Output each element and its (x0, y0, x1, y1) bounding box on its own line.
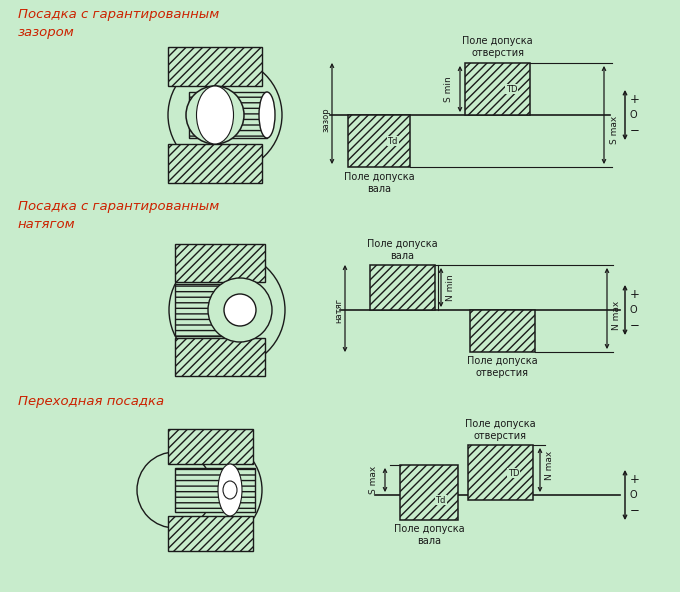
Text: −: − (630, 319, 640, 332)
Circle shape (224, 294, 256, 326)
Text: Посадка с гарантированным: Посадка с гарантированным (18, 8, 219, 21)
Ellipse shape (223, 481, 237, 499)
Text: S max: S max (369, 466, 378, 494)
Circle shape (208, 278, 272, 342)
Bar (465, 63, 530, 115)
Text: N min: N min (446, 274, 455, 301)
Text: натяг: натяг (335, 298, 343, 323)
Ellipse shape (197, 86, 233, 144)
Text: S max: S max (610, 116, 619, 144)
Text: +: + (630, 93, 640, 106)
Bar (175, 338, 265, 376)
Bar (168, 144, 262, 183)
Bar (189, 92, 267, 138)
Text: Посадка с гарантированным: Посадка с гарантированным (18, 200, 219, 213)
Bar (470, 310, 535, 352)
Bar (468, 445, 533, 500)
Text: Поле допуска
отверстия: Поле допуска отверстия (462, 36, 533, 58)
Bar (348, 115, 410, 167)
Circle shape (137, 452, 213, 528)
Text: −: − (630, 124, 640, 137)
Text: O: O (630, 305, 638, 315)
Text: Поле допуска
вала: Поле допуска вала (367, 239, 438, 261)
Text: Td: Td (388, 137, 398, 146)
Text: Поле допуска
отверстия: Поле допуска отверстия (465, 419, 536, 441)
Circle shape (186, 86, 244, 144)
Text: TD: TD (508, 468, 520, 478)
Bar (175, 468, 255, 512)
Text: +: + (630, 473, 640, 486)
Bar (168, 429, 253, 464)
Text: N max: N max (612, 300, 621, 330)
Text: +: + (630, 288, 640, 301)
Bar (370, 265, 435, 310)
Bar (400, 465, 458, 520)
Bar (168, 47, 262, 86)
Text: Поле допуска
вала: Поле допуска вала (343, 172, 414, 194)
Text: натягом: натягом (18, 218, 75, 231)
Text: O: O (630, 110, 638, 120)
Text: зазор: зазор (322, 108, 330, 133)
Text: O: O (630, 490, 638, 500)
Text: Переходная посадка: Переходная посадка (18, 395, 164, 408)
Ellipse shape (259, 92, 275, 138)
Text: Td: Td (435, 496, 446, 504)
Bar (175, 284, 255, 336)
Text: зазором: зазором (18, 26, 75, 39)
Text: N max: N max (545, 451, 554, 480)
Text: Поле допуска
вала: Поле допуска вала (394, 524, 464, 546)
Bar (168, 516, 253, 551)
Ellipse shape (218, 464, 242, 516)
Text: Поле допуска
отверстия: Поле допуска отверстия (467, 356, 538, 378)
Text: −: − (630, 504, 640, 517)
Bar (175, 244, 265, 282)
Text: TD: TD (506, 85, 517, 94)
Text: S min: S min (444, 76, 453, 102)
